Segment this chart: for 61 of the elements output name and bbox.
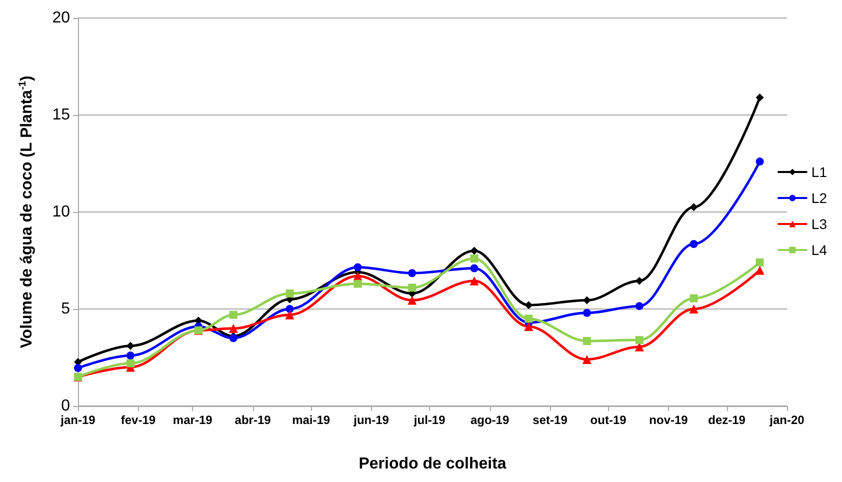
point: [756, 94, 764, 102]
x-tick-label: jul-19: [412, 413, 446, 427]
y-tick-label: 10: [52, 204, 70, 220]
y-tick-label: 15: [52, 106, 70, 124]
x-tick-label: out-19: [590, 413, 627, 427]
x-tick-label: jan-19: [60, 413, 96, 427]
point: [582, 308, 591, 317]
y-tick-label: 0: [61, 398, 70, 414]
point: [126, 352, 134, 360]
legend-label: L2: [811, 190, 828, 206]
point: [524, 301, 533, 310]
point: [524, 314, 533, 323]
x-tick-label: dez-19: [708, 413, 746, 427]
point: [756, 158, 764, 166]
x-tick-label: mar-19: [172, 413, 213, 427]
x-tick-label: jun-19: [352, 413, 390, 427]
point: [408, 284, 416, 292]
x-tick-label: jan-20: [768, 413, 805, 427]
point: [470, 254, 478, 263]
x-tick-label: mai-19: [292, 413, 330, 427]
point: [354, 280, 362, 288]
point: [470, 246, 478, 255]
y-tick-label: 5: [61, 300, 70, 318]
point: [353, 272, 362, 281]
point: [408, 269, 416, 278]
point: [470, 276, 479, 286]
point: [635, 276, 644, 285]
point: [74, 364, 82, 372]
x-tick-label: abr-19: [234, 413, 272, 427]
x-axis-title: Periodo de colheita: [358, 456, 506, 472]
x-tick-label: fev-19: [120, 413, 156, 427]
point: [755, 266, 764, 275]
point: [690, 240, 698, 248]
legend-label: L4: [811, 242, 828, 258]
point: [756, 258, 764, 266]
point: [408, 296, 417, 305]
y-tick-label: 20: [52, 10, 70, 26]
point: [470, 264, 478, 272]
point: [126, 342, 134, 350]
x-tick-label: set-19: [532, 413, 568, 427]
point: [582, 354, 592, 364]
point: [228, 324, 238, 333]
point: [285, 310, 294, 320]
point: [229, 310, 238, 319]
legend-label: L3: [811, 216, 828, 232]
y-axis-title: Volume de água de coco (L Planta-1): [18, 76, 36, 348]
x-tick-label: ago-19: [470, 413, 510, 427]
point: [286, 305, 294, 313]
point: [354, 263, 362, 272]
point: [690, 294, 698, 302]
point: [286, 289, 294, 298]
point: [524, 322, 534, 331]
point: [126, 359, 134, 368]
legend-label: L1: [811, 164, 828, 180]
point: [690, 203, 698, 212]
point: [582, 296, 591, 304]
point: [635, 302, 644, 310]
x-tick-label: nov-19: [649, 413, 688, 427]
point: [689, 304, 698, 314]
point: [582, 337, 591, 346]
point: [635, 336, 644, 344]
